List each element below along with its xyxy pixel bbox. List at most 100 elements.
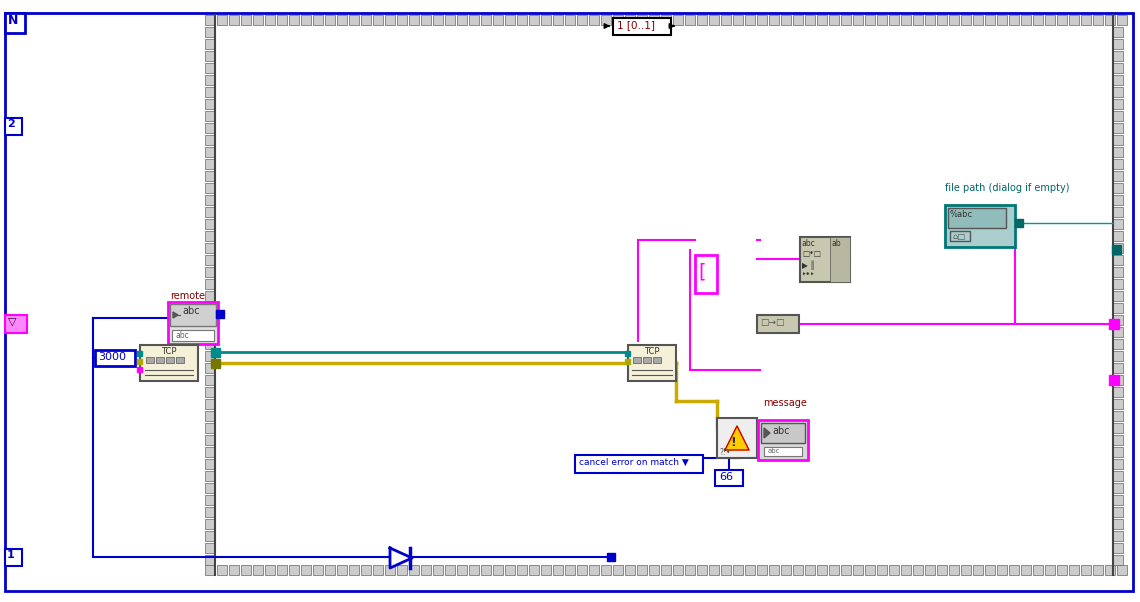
Bar — [373, 15, 383, 25]
Bar — [5, 549, 22, 566]
Bar — [301, 15, 311, 25]
Bar — [529, 15, 539, 25]
Bar — [253, 15, 263, 25]
Bar — [492, 15, 503, 25]
Bar — [1021, 15, 1031, 25]
Bar — [613, 18, 671, 35]
Bar — [637, 15, 648, 25]
Text: ▽: ▽ — [8, 316, 16, 326]
Bar — [205, 99, 215, 109]
Bar — [1105, 565, 1115, 575]
Bar — [757, 565, 767, 575]
Bar — [1113, 339, 1123, 349]
Bar — [685, 15, 695, 25]
Bar — [1081, 565, 1091, 575]
Text: remote: remote — [170, 291, 205, 301]
Bar — [1113, 171, 1123, 181]
Bar — [985, 15, 995, 25]
Bar — [433, 15, 443, 25]
Bar — [1113, 243, 1123, 253]
Bar — [469, 15, 479, 25]
Bar — [349, 565, 359, 575]
Bar — [793, 565, 803, 575]
Bar — [697, 565, 707, 575]
Bar — [913, 15, 923, 25]
Text: 3000: 3000 — [98, 352, 127, 362]
Bar — [948, 208, 1005, 228]
Bar — [205, 195, 215, 205]
Bar — [948, 565, 959, 575]
Bar — [229, 15, 239, 25]
Bar — [1113, 51, 1123, 61]
Bar — [529, 565, 539, 575]
Text: ‣•‣: ‣•‣ — [803, 271, 815, 280]
Bar — [950, 231, 970, 241]
Bar — [613, 565, 622, 575]
Bar — [1033, 15, 1043, 25]
Bar — [205, 219, 215, 229]
Text: abc: abc — [772, 426, 790, 436]
Bar — [637, 565, 648, 575]
Bar — [264, 565, 275, 575]
Bar — [542, 15, 551, 25]
Bar — [589, 565, 598, 575]
Bar — [1113, 159, 1123, 169]
Bar — [385, 565, 394, 575]
Bar — [1113, 75, 1123, 85]
Bar — [1009, 565, 1019, 575]
Bar — [758, 420, 808, 460]
Bar — [998, 565, 1007, 575]
Bar — [1009, 15, 1019, 25]
Bar — [205, 63, 215, 73]
Bar — [661, 15, 671, 25]
Bar — [577, 565, 587, 575]
Bar — [817, 15, 826, 25]
Bar — [945, 205, 1015, 247]
Bar — [1113, 483, 1123, 493]
Bar — [625, 351, 630, 356]
Bar — [137, 351, 142, 356]
Bar — [853, 15, 863, 25]
Bar — [277, 15, 287, 25]
Bar — [961, 15, 971, 25]
Bar — [409, 15, 420, 25]
Bar — [1113, 195, 1123, 205]
Bar — [1113, 183, 1123, 193]
Bar — [211, 359, 220, 368]
Bar — [937, 565, 947, 575]
Bar — [715, 470, 743, 486]
Bar — [205, 327, 215, 337]
Bar — [205, 447, 215, 457]
Bar — [1113, 315, 1123, 325]
Bar — [1113, 291, 1123, 301]
Bar — [974, 15, 983, 25]
Bar — [649, 15, 659, 25]
Bar — [1113, 123, 1123, 133]
Bar — [505, 565, 515, 575]
Bar — [1113, 279, 1123, 289]
Text: 66: 66 — [719, 472, 733, 482]
Text: TCP: TCP — [644, 347, 660, 356]
Bar — [1113, 63, 1123, 73]
Bar — [172, 330, 214, 341]
Bar — [205, 387, 215, 397]
Bar — [720, 15, 731, 25]
Bar — [613, 15, 622, 25]
Bar — [805, 565, 815, 575]
Bar — [1113, 255, 1123, 265]
Bar — [830, 237, 850, 282]
Bar — [205, 507, 215, 517]
Bar — [695, 255, 717, 293]
Bar — [397, 565, 407, 575]
Bar — [781, 15, 791, 25]
Bar — [697, 15, 707, 25]
Bar — [1113, 267, 1123, 277]
Bar — [217, 15, 227, 25]
Bar — [673, 565, 683, 575]
Bar — [229, 565, 239, 575]
Bar — [264, 15, 275, 25]
Bar — [469, 565, 479, 575]
Bar — [901, 565, 911, 575]
Bar — [1113, 543, 1123, 553]
Bar — [877, 15, 887, 25]
